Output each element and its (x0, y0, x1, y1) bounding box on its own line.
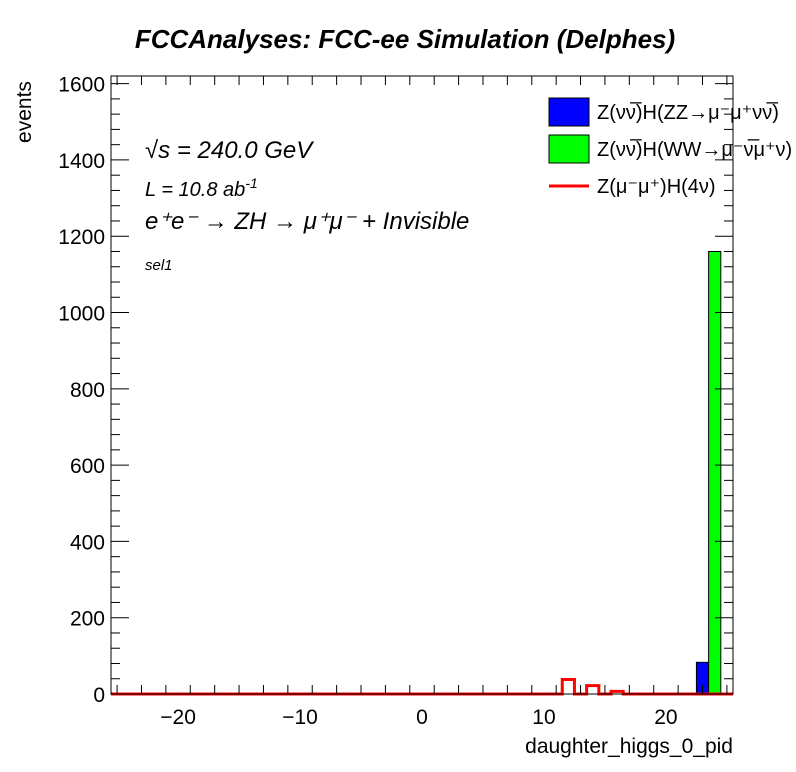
legend-label: Z(νν̅)H(WW→μ⁻ν̅μ⁺ν) (597, 138, 792, 161)
legend-label: Z(νν̅)H(ZZ→μ⁻μ⁺νν̅) (597, 101, 779, 124)
x-tick-label: 10 (532, 706, 555, 729)
y-axis-title: events (13, 81, 36, 143)
axes: 0 200 400 600 800 1000 1200 1400 1600 −20 −10 0 10 20 (58, 74, 734, 729)
process-label: e⁺e⁻ → ZH → μ⁺μ⁻ + Invisible (145, 208, 469, 235)
histogram-bar (708, 250, 722, 695)
y-tick-label: 1000 (58, 303, 105, 326)
luminosity-value: L = 10.8 ab (145, 179, 245, 201)
x-axis-title: daughter_higgs_0_pid (525, 735, 733, 758)
luminosity-label: L = 10.8 ab-1 (145, 175, 258, 201)
chart-title: FCCAnalyses: FCC-ee Simulation (Delphes) (135, 24, 675, 54)
y-tick-label: 1400 (58, 150, 105, 173)
series-layer (111, 250, 733, 696)
x-tick-label: −20 (160, 706, 196, 729)
luminosity-exponent: -1 (245, 175, 257, 191)
selection-label: sel1 (145, 257, 173, 274)
y-tick-label: 400 (70, 531, 105, 554)
legend-swatch (548, 134, 590, 164)
x-tick-label: 0 (416, 706, 428, 729)
x-tick-label: −10 (282, 706, 318, 729)
plot-frame (110, 75, 734, 695)
y-tick-label: 1200 (58, 226, 105, 249)
legend: Z(νν̅)H(ZZ→μ⁻μ⁺νν̅) Z(νν̅)H(WW→μ⁻ν̅μ⁺ν) Z(… (548, 97, 792, 198)
y-tick-label: 0 (93, 684, 105, 707)
y-tick-label: 1600 (58, 74, 105, 97)
legend-swatch (548, 97, 590, 127)
y-tick-label: 800 (70, 379, 105, 402)
histogram-step-line (111, 678, 733, 696)
y-tick-label: 200 (70, 608, 105, 631)
y-tick-label: 600 (70, 455, 105, 478)
x-tick-label: 20 (654, 706, 677, 729)
annotations: √s = 240.0 GeV L = 10.8 ab-1 e⁺e⁻ → ZH →… (145, 137, 469, 274)
legend-label: Z(μ⁻μ⁺)H(4ν) (597, 176, 716, 198)
sqrt-s-label: √s = 240.0 GeV (145, 137, 314, 164)
